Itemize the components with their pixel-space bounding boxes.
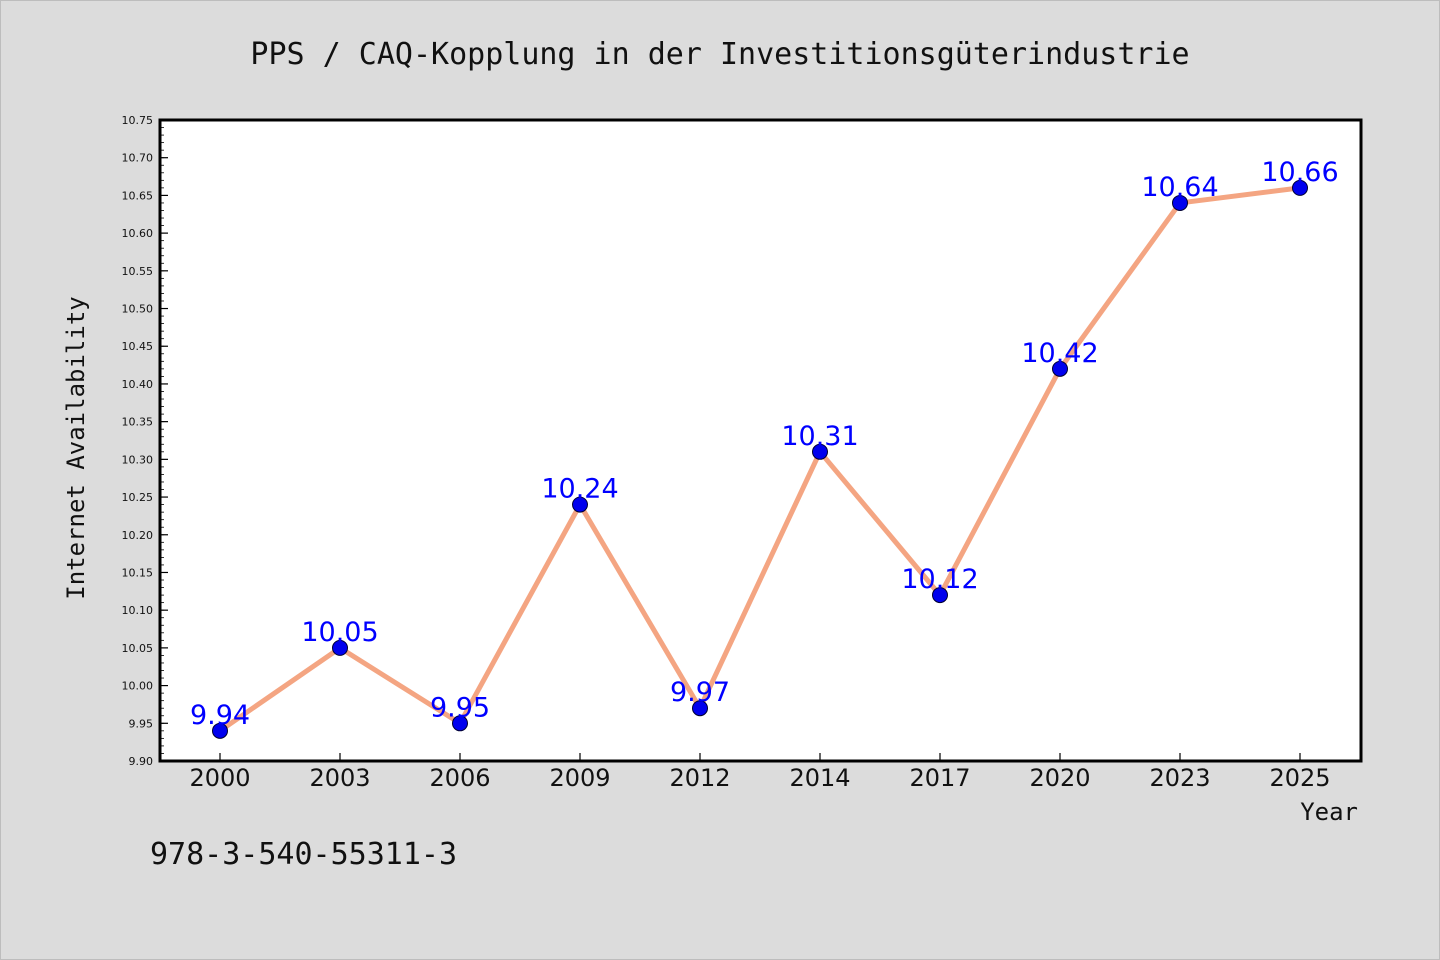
x-tick-label: 2006 — [429, 764, 490, 792]
x-tick-label: 2020 — [1029, 764, 1090, 792]
data-label: 10.64 — [1141, 172, 1218, 203]
y-tick-label: 10.75 — [122, 114, 154, 127]
x-tick-label: 2012 — [669, 764, 730, 792]
x-tick-label: 2025 — [1269, 764, 1330, 792]
data-point — [452, 715, 468, 732]
data-label: 9.95 — [430, 692, 490, 723]
data-point — [212, 722, 228, 739]
y-tick-label: 10.40 — [122, 378, 154, 391]
chart-title: PPS / CAQ-Kopplung in der Investitionsgü… — [250, 37, 1189, 72]
y-tick-label: 10.45 — [122, 340, 154, 353]
data-label: 10.66 — [1261, 157, 1338, 188]
x-tick-label: 2014 — [789, 764, 850, 792]
data-label: 9.97 — [670, 677, 730, 708]
y-tick-label: 10.05 — [122, 642, 154, 655]
y-tick-label: 10.10 — [122, 604, 154, 617]
data-label: 9.94 — [190, 700, 250, 731]
data-point — [692, 700, 708, 717]
data-point — [812, 443, 828, 460]
data-point — [1172, 194, 1188, 211]
y-tick-label: 10.35 — [122, 416, 154, 429]
y-tick-label: 10.65 — [122, 189, 154, 202]
y-tick-label: 9.95 — [129, 717, 154, 730]
x-axis-label: Year — [1300, 798, 1358, 826]
y-tick-label: 10.25 — [122, 491, 154, 504]
y-tick-label: 10.15 — [122, 566, 154, 579]
x-tick-label: 2003 — [309, 764, 370, 792]
isbn-annotation: 978-3-540-55311-3 — [150, 837, 457, 872]
plot-area — [160, 120, 1361, 761]
data-point — [332, 639, 348, 656]
series-line — [217, 185, 1303, 734]
data-point — [932, 587, 948, 604]
y-axis-label: Internet Availability — [62, 296, 90, 599]
series-layer: 9.94 10.05 9.95 10.24 9.97 10.31 10.12 10.42 10.… — [190, 157, 1339, 739]
y-tick-label: 10.30 — [122, 453, 154, 466]
data-label: 10.24 — [541, 474, 618, 505]
data-point — [1292, 179, 1308, 196]
x-tick-label: 2017 — [909, 764, 970, 792]
data-point — [1052, 360, 1068, 377]
y-tick-label: 9.90 — [129, 755, 154, 768]
x-tick-label: 2000 — [189, 764, 250, 792]
plot-frame — [158, 118, 1363, 763]
y-tick-label: 10.60 — [122, 227, 154, 240]
data-label: 10.05 — [301, 617, 378, 648]
y-tick-label: 10.55 — [122, 265, 154, 278]
y-tick-label: 10.70 — [122, 152, 154, 165]
x-tick-label: 2023 — [1149, 764, 1210, 792]
data-point — [572, 496, 588, 513]
data-label: 10.31 — [781, 421, 858, 452]
data-label: 10.12 — [901, 564, 978, 595]
x-axis: 2000 2003 2006 2009 2012 2014 2017 2020 2023 2025 — [189, 753, 1331, 792]
y-tick-label: 10.20 — [122, 529, 154, 542]
y-tick-label: 10.00 — [122, 680, 154, 693]
data-label: 10.42 — [1021, 338, 1098, 369]
y-tick-label: 10.50 — [122, 303, 154, 316]
x-tick-label: 2009 — [549, 764, 610, 792]
